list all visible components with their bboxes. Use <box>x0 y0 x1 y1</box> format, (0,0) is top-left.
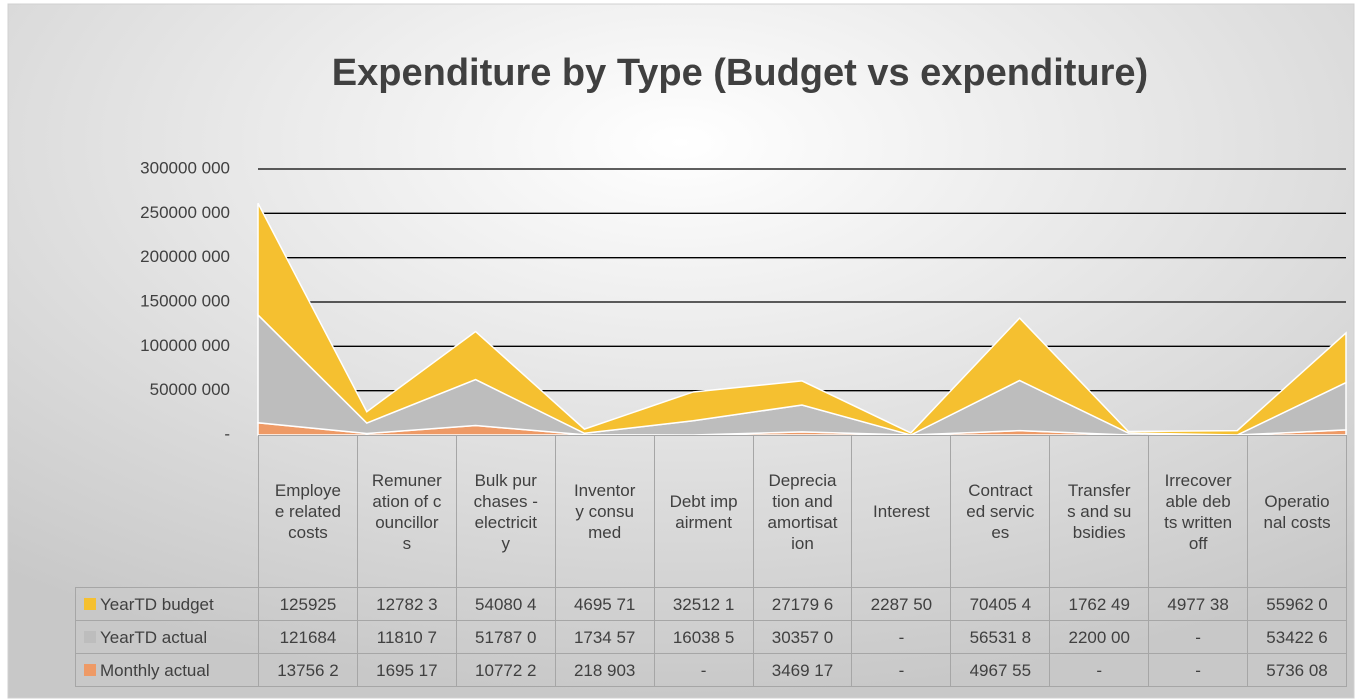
table-value: 5736 08 <box>1247 653 1347 687</box>
table-value: 70405 4 <box>950 587 1051 621</box>
table-value: - <box>851 620 952 654</box>
legend-cell: YearTD actual <box>75 620 259 654</box>
legend-label: Monthly actual <box>100 660 210 680</box>
table-value: - <box>1049 653 1150 687</box>
table-value: 53422 6 <box>1247 620 1347 654</box>
table-value: 12782 3 <box>356 587 457 621</box>
table-value: 16038 5 <box>653 620 754 654</box>
legend-cell: Monthly actual <box>75 653 259 687</box>
category-cell: Transfers and subsidies <box>1049 435 1150 588</box>
table-value: 4977 38 <box>1148 587 1249 621</box>
table-value: 51787 0 <box>455 620 556 654</box>
table-value: 56531 8 <box>950 620 1051 654</box>
category-cell: Bulk purchases - electricity <box>455 435 556 588</box>
table-value: 27179 6 <box>752 587 853 621</box>
table-value: 11810 7 <box>356 620 457 654</box>
y-tick-label: 200000 000 <box>140 247 230 266</box>
table-value: 1762 49 <box>1049 587 1150 621</box>
category-cell: Interest <box>851 435 952 588</box>
category-cell: Inventory consumed <box>554 435 655 588</box>
table-value: 125925 <box>258 587 358 621</box>
chart-title: Expenditure by Type (Budget vs expenditu… <box>332 52 1148 94</box>
table-value: 2287 50 <box>851 587 952 621</box>
y-tick-label: 150000 000 <box>140 291 230 310</box>
y-tick-label: - <box>224 424 230 443</box>
legend-swatch <box>84 598 96 610</box>
table-value: 10772 2 <box>455 653 556 687</box>
table-value: 55962 0 <box>1247 587 1347 621</box>
y-tick-label: 50000 000 <box>150 380 230 399</box>
category-cell: Debt impairment <box>653 435 754 588</box>
table-value: 1734 57 <box>554 620 655 654</box>
table-value: 13756 2 <box>258 653 358 687</box>
table-value: - <box>851 653 952 687</box>
table-value: 2200 00 <box>1049 620 1150 654</box>
legend-swatch <box>84 664 96 676</box>
table-value: 32512 1 <box>653 587 754 621</box>
table-value: - <box>1148 620 1249 654</box>
category-cell: Employee related costs <box>258 435 358 588</box>
table-value: 30357 0 <box>752 620 853 654</box>
category-cell: Depreciation and amortisation <box>752 435 853 588</box>
table-value: - <box>1148 653 1249 687</box>
chart-area <box>7 3 1355 699</box>
table-value: 218 903 <box>554 653 655 687</box>
table-value: 1695 17 <box>356 653 457 687</box>
category-cell: Contracted services <box>950 435 1051 588</box>
y-tick-label: 100000 000 <box>140 336 230 355</box>
legend-swatch <box>84 631 96 643</box>
category-cell: Operational costs <box>1247 435 1347 588</box>
table-value: 4695 71 <box>554 587 655 621</box>
y-tick-label: 300000 000 <box>140 158 230 177</box>
y-tick-label: 250000 000 <box>140 203 230 222</box>
table-value: 121684 <box>258 620 358 654</box>
table-value: 4967 55 <box>950 653 1051 687</box>
legend-label: YearTD actual <box>100 627 208 647</box>
category-cell: Remuneration of councillors <box>356 435 457 588</box>
legend-label: YearTD budget <box>100 594 214 614</box>
table-value: 3469 17 <box>752 653 853 687</box>
table-value: - <box>653 653 754 687</box>
category-cell: Irrecoverable debts written off <box>1148 435 1249 588</box>
legend-cell: YearTD budget <box>75 587 259 621</box>
table-value: 54080 4 <box>455 587 556 621</box>
area <box>257 202 1347 436</box>
